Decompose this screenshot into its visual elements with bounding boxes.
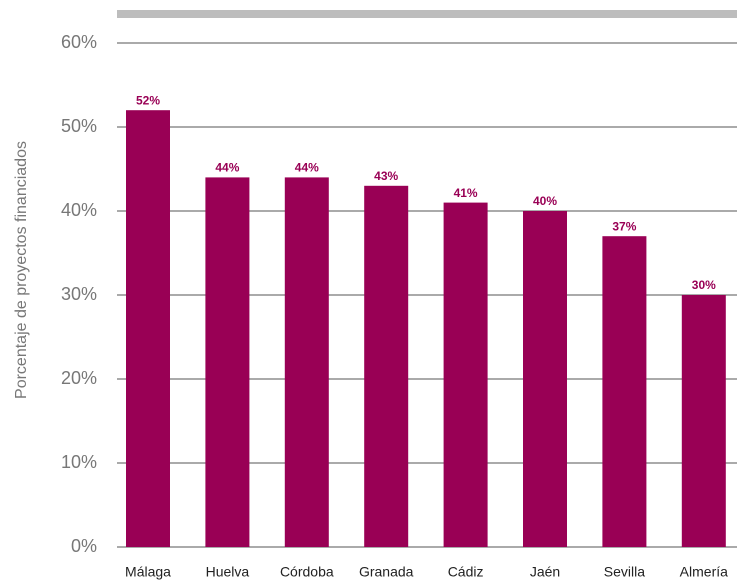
bar — [443, 202, 488, 547]
value-label: 41% — [454, 186, 478, 200]
bar — [205, 177, 250, 547]
value-label: 44% — [215, 161, 239, 175]
x-tick-label: Almería — [680, 564, 728, 580]
header-band — [117, 10, 737, 18]
bar — [126, 110, 170, 547]
y-tick-label: 20% — [61, 368, 97, 388]
value-label: 30% — [692, 278, 716, 292]
y-tick-label: 0% — [71, 536, 97, 556]
x-tick-label: Granada — [359, 564, 414, 580]
y-axis-label: Porcentaje de proyectos financiados — [13, 141, 30, 399]
value-label: 40% — [533, 194, 557, 208]
bar — [364, 185, 409, 548]
x-tick-label: Huelva — [206, 564, 250, 580]
value-label: 43% — [374, 169, 398, 183]
y-tick-label: 60% — [61, 32, 97, 52]
x-tick-label: Sevilla — [604, 564, 645, 580]
y-tick-label: 10% — [61, 452, 97, 472]
y-tick-label: 30% — [61, 284, 97, 304]
y-tick-label: 50% — [61, 116, 97, 136]
x-tick-label: Cádiz — [448, 564, 484, 580]
value-label: 44% — [295, 161, 319, 175]
bar — [284, 177, 329, 547]
value-label: 37% — [612, 219, 636, 233]
bar — [681, 295, 726, 547]
bar — [523, 211, 567, 547]
bar — [602, 236, 647, 547]
value-label: 52% — [136, 93, 160, 107]
y-tick-label: 40% — [61, 200, 97, 220]
x-tick-label: Málaga — [125, 564, 171, 580]
x-tick-label: Córdoba — [280, 564, 334, 580]
x-tick-label: Jaén — [530, 564, 560, 580]
